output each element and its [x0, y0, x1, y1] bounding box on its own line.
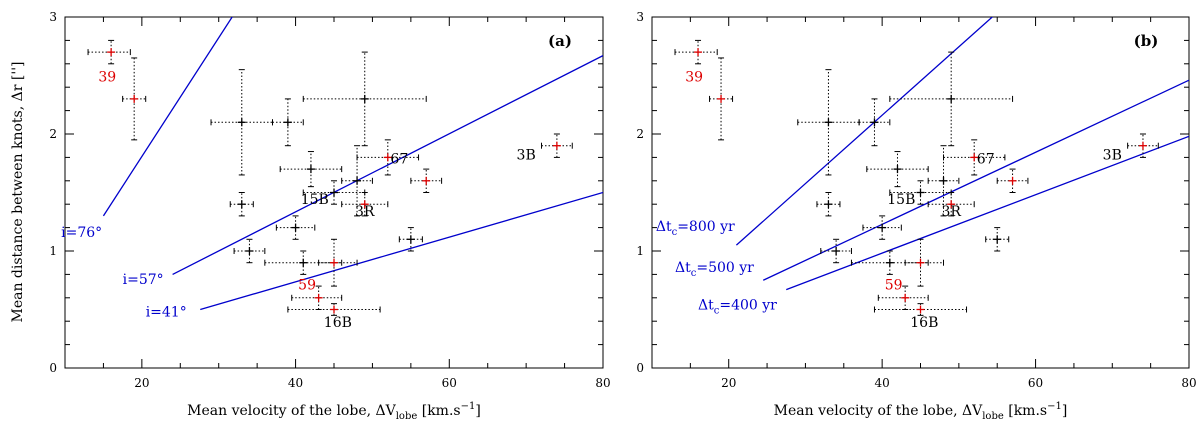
model-line [735, 17, 994, 246]
model-line-label-sub: c [691, 268, 697, 279]
data-points [87, 39, 573, 316]
x-axis-title-close: ] [1062, 403, 1067, 419]
x-axis-title-unit: [km.s [1004, 403, 1047, 419]
panel-label: (a) [548, 32, 572, 50]
x-axis-title-exp: −1 [1047, 401, 1062, 412]
x-tick-label: 20 [134, 376, 149, 390]
x-tick-label: 40 [288, 376, 303, 390]
x-axis-title-main: Mean velocity of the lobe, ΔV [774, 403, 983, 419]
x-tick-label: 80 [1181, 376, 1196, 390]
point-label: 16B [324, 315, 352, 331]
y-tick-label: 3 [636, 10, 644, 24]
model-line-label-main: Δt [698, 298, 714, 314]
model-line-label: Δtc=800 yr [656, 219, 735, 238]
y-tick-label: 1 [49, 244, 57, 258]
x-tick-label: 60 [442, 376, 457, 390]
point-label: 39 [98, 69, 116, 85]
x-axis-title-sub: lobe [396, 411, 418, 422]
y-axis-title: Mean distance between knots, Δr [''] [10, 61, 26, 322]
point-label: 15B [301, 192, 329, 208]
point-label: 59 [885, 278, 903, 294]
x-tick-label: 80 [595, 376, 610, 390]
model-line-label: Δtc=500 yr [675, 260, 754, 279]
panel-b: 20 40 60 80 0 1 2 3 (b) Mean velocity of the lobe… [636, 10, 1196, 422]
y-tick-label: 0 [49, 361, 57, 375]
model-line-label-main: i=76° [61, 225, 102, 241]
point-label: 67 [977, 151, 995, 167]
model-line-label: Δtc=400 yr [698, 298, 777, 317]
point-label: 15B [887, 192, 915, 208]
x-axis-title-sub: lobe [982, 411, 1004, 422]
x-axis-title-main: Mean velocity of the lobe, ΔV [187, 403, 396, 419]
data-points [674, 39, 1159, 316]
model-lines [735, 17, 1189, 291]
x-tick-label: 20 [721, 376, 736, 390]
point-label: 3R [941, 204, 961, 220]
point-label: 3R [355, 204, 375, 220]
model-line-label-value: =500 yr [696, 260, 754, 276]
model-line-label-main: Δt [656, 219, 672, 235]
model-line-label-main: i=41° [146, 305, 187, 321]
model-line [172, 55, 603, 275]
point-label: 67 [390, 151, 408, 167]
x-axis-title-close: ] [475, 403, 480, 419]
point-label: 59 [298, 278, 316, 294]
model-line [762, 79, 1189, 281]
y-tick-label: 1 [636, 244, 644, 258]
point-label: 39 [685, 69, 703, 85]
y-tick-label: 3 [49, 10, 57, 24]
point-label: 3B [1103, 148, 1122, 164]
model-line-label-sub: c [714, 306, 720, 317]
model-line-label-sub: c [672, 227, 678, 238]
model-line-label-main: i=57° [123, 272, 164, 288]
model-line [200, 191, 603, 311]
model-line-label: i=76° [61, 225, 102, 241]
model-line-label: i=57° [123, 272, 164, 288]
panel-a: 20 40 60 80 0 1 2 3 (a) Mean velocity of the lobe… [49, 10, 610, 422]
model-line [786, 135, 1189, 291]
model-lines [102, 17, 603, 311]
model-line-label-value: =400 yr [719, 298, 777, 314]
y-tick-label: 0 [636, 361, 644, 375]
x-tick-label: 40 [875, 376, 890, 390]
panel-label: (b) [1134, 32, 1159, 50]
x-axis-title-unit: [km.s [417, 403, 460, 419]
x-axis-title-exp: −1 [461, 401, 476, 412]
y-tick-label: 2 [636, 127, 644, 141]
y-tick-label: 2 [49, 127, 57, 141]
x-axis-title: Mean velocity of the lobe, ΔVlobe [km.s−… [187, 401, 481, 422]
model-line-label-main: Δt [675, 260, 691, 276]
model-line-label-value: =800 yr [677, 219, 735, 235]
x-axis-title: Mean velocity of the lobe, ΔVlobe [km.s−… [774, 401, 1068, 422]
model-line-label: i=41° [146, 305, 187, 321]
point-label: 16B [910, 315, 938, 331]
model-line [102, 17, 233, 217]
point-label: 3B [517, 148, 536, 164]
x-tick-label: 60 [1028, 376, 1043, 390]
